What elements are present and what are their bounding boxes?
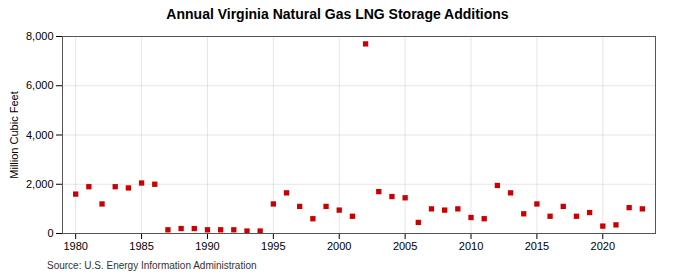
svg-text:2,000: 2,000	[26, 178, 54, 190]
html-text:Source: U.S. Energy Informatio: Source: U.S. Energy Information Administ…	[47, 260, 257, 271]
svg-text:4,000: 4,000	[26, 129, 54, 141]
svg-text:1980: 1980	[63, 240, 87, 252]
svg-text:2000: 2000	[327, 240, 351, 252]
html-text:Annual Virginia Natural Gas LN: Annual Virginia Natural Gas LNG Storage …	[166, 6, 509, 22]
svg-text:1995: 1995	[261, 240, 285, 252]
svg-text:1985: 1985	[129, 240, 153, 252]
svg-text:Million Cubic Feet: Million Cubic Feet	[8, 91, 20, 178]
svg-text:2005: 2005	[393, 240, 417, 252]
svg-text:2020: 2020	[591, 240, 615, 252]
svg-text:0: 0	[47, 227, 53, 239]
svg-text:1990: 1990	[195, 240, 219, 252]
svg-text:2015: 2015	[525, 240, 549, 252]
svg-text:8,000: 8,000	[26, 30, 54, 42]
svg-text:6,000: 6,000	[26, 79, 54, 91]
svg-text:2010: 2010	[459, 240, 483, 252]
